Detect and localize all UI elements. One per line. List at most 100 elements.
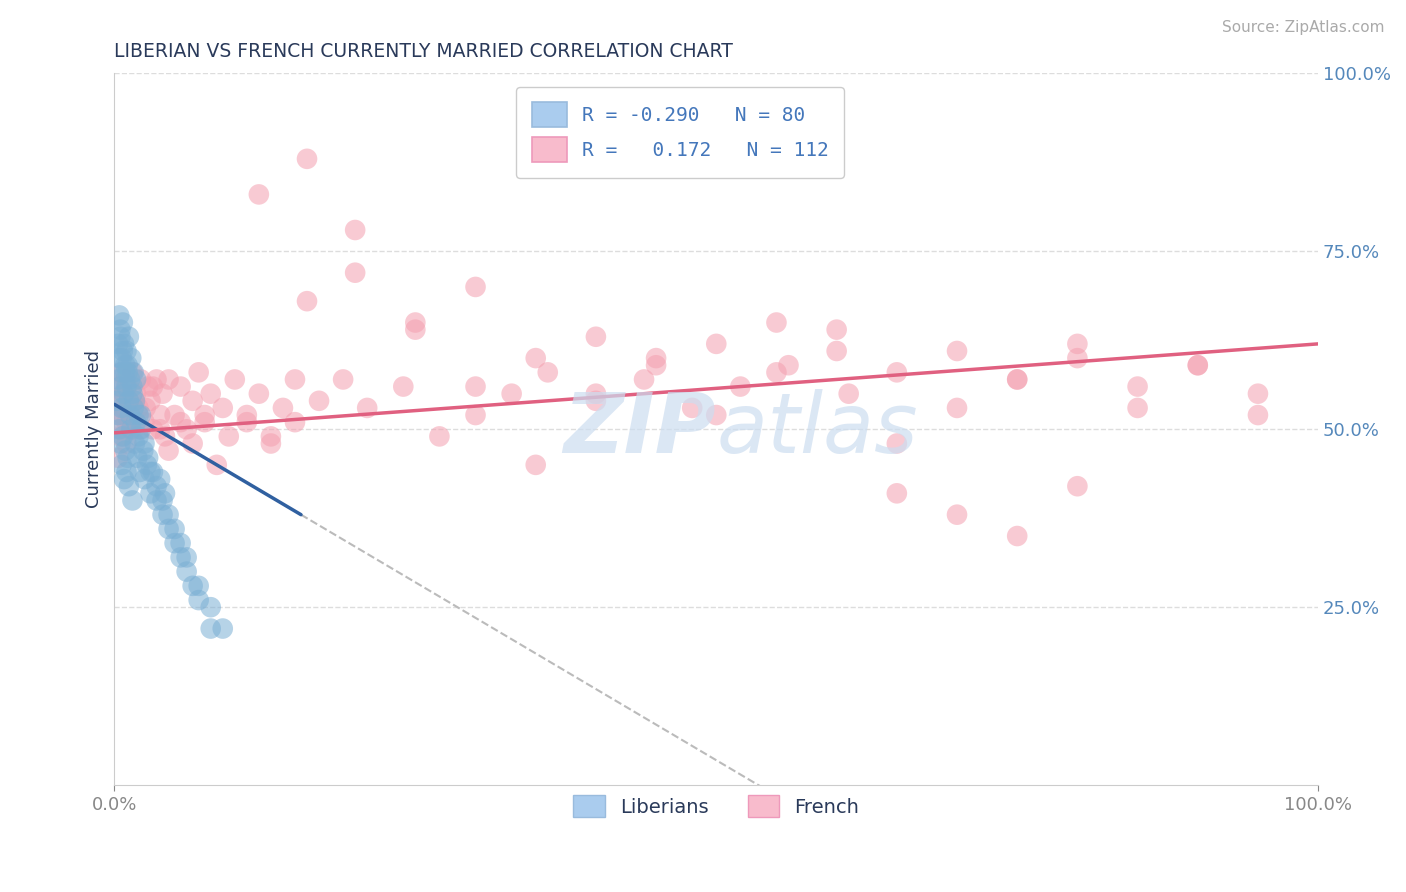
Point xyxy=(124,393,146,408)
Point xyxy=(110,323,132,337)
Point xyxy=(122,422,145,436)
Point xyxy=(464,280,486,294)
Point xyxy=(121,386,143,401)
Point xyxy=(1247,408,1270,422)
Point xyxy=(134,472,156,486)
Point xyxy=(111,351,134,365)
Point xyxy=(344,223,367,237)
Point xyxy=(142,379,165,393)
Point xyxy=(110,365,132,379)
Point xyxy=(181,436,204,450)
Point xyxy=(135,458,157,472)
Point xyxy=(1126,379,1149,393)
Point xyxy=(153,429,176,443)
Point xyxy=(1066,351,1088,365)
Point xyxy=(169,379,191,393)
Point xyxy=(111,401,134,415)
Point xyxy=(153,486,176,500)
Point xyxy=(110,429,132,443)
Point xyxy=(1066,479,1088,493)
Point xyxy=(145,493,167,508)
Point xyxy=(260,436,283,450)
Point xyxy=(139,486,162,500)
Point xyxy=(117,450,139,465)
Point xyxy=(105,393,128,408)
Point xyxy=(524,351,547,365)
Point xyxy=(152,386,174,401)
Point xyxy=(149,472,172,486)
Point xyxy=(1126,401,1149,415)
Point xyxy=(112,337,135,351)
Point xyxy=(125,372,148,386)
Point xyxy=(886,436,908,450)
Point xyxy=(117,379,139,393)
Point xyxy=(157,508,180,522)
Point xyxy=(247,187,270,202)
Point xyxy=(181,393,204,408)
Point xyxy=(404,323,426,337)
Point xyxy=(105,393,128,408)
Point xyxy=(260,429,283,443)
Point xyxy=(645,358,668,372)
Point xyxy=(157,372,180,386)
Point xyxy=(142,465,165,479)
Point xyxy=(236,408,259,422)
Point xyxy=(110,436,132,450)
Point xyxy=(1066,337,1088,351)
Point xyxy=(127,408,149,422)
Point xyxy=(111,316,134,330)
Point xyxy=(169,536,191,550)
Point xyxy=(115,379,138,393)
Point xyxy=(122,365,145,379)
Point xyxy=(838,386,860,401)
Point xyxy=(284,415,307,429)
Point xyxy=(120,372,142,386)
Point xyxy=(139,393,162,408)
Point xyxy=(132,443,155,458)
Point xyxy=(946,401,969,415)
Point xyxy=(205,458,228,472)
Point xyxy=(114,365,136,379)
Point xyxy=(157,522,180,536)
Point xyxy=(149,408,172,422)
Point xyxy=(110,379,132,393)
Point xyxy=(142,422,165,436)
Point xyxy=(429,429,451,443)
Point xyxy=(404,316,426,330)
Point xyxy=(211,622,233,636)
Point xyxy=(633,372,655,386)
Point xyxy=(308,393,330,408)
Point xyxy=(111,458,134,472)
Point xyxy=(825,343,848,358)
Point xyxy=(194,415,217,429)
Point xyxy=(127,450,149,465)
Point xyxy=(111,422,134,436)
Point xyxy=(1005,529,1028,543)
Point xyxy=(127,401,149,415)
Point xyxy=(946,343,969,358)
Point xyxy=(295,294,318,309)
Point xyxy=(108,351,131,365)
Point xyxy=(111,429,134,443)
Point xyxy=(128,422,150,436)
Point xyxy=(886,365,908,379)
Point xyxy=(284,372,307,386)
Point xyxy=(537,365,560,379)
Point xyxy=(120,415,142,429)
Text: Source: ZipAtlas.com: Source: ZipAtlas.com xyxy=(1222,20,1385,35)
Point xyxy=(120,408,142,422)
Point xyxy=(129,422,152,436)
Y-axis label: Currently Married: Currently Married xyxy=(86,351,103,508)
Point xyxy=(129,372,152,386)
Point xyxy=(112,401,135,415)
Point xyxy=(125,415,148,429)
Point xyxy=(392,379,415,393)
Point xyxy=(127,429,149,443)
Point xyxy=(120,422,142,436)
Point xyxy=(121,379,143,393)
Point xyxy=(134,436,156,450)
Point xyxy=(464,379,486,393)
Point xyxy=(111,386,134,401)
Point xyxy=(645,351,668,365)
Point xyxy=(135,401,157,415)
